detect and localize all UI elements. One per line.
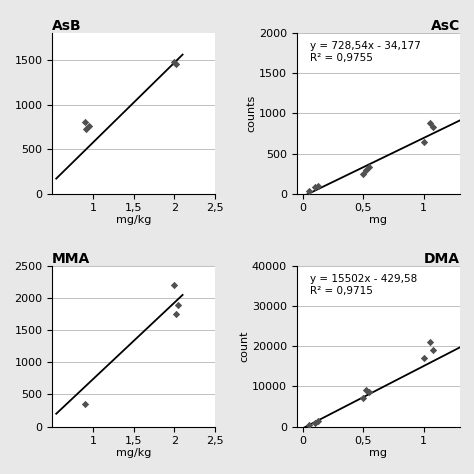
Point [81, 118, 89, 126]
X-axis label: mg: mg [369, 215, 387, 225]
Point [172, 61, 180, 68]
Point [305, 421, 312, 429]
Point [85, 122, 92, 130]
Text: MMA: MMA [52, 252, 91, 266]
Point [315, 417, 322, 424]
Point [311, 183, 319, 191]
Point [365, 164, 373, 171]
Text: AsB: AsB [52, 19, 82, 33]
Point [420, 138, 428, 146]
Text: y = 728,54x - 34,177
R² = 0,9755: y = 728,54x - 34,177 R² = 0,9755 [310, 41, 420, 63]
Point [426, 338, 433, 346]
Point [82, 125, 90, 132]
Point [311, 419, 319, 427]
Point [172, 310, 180, 318]
Point [359, 171, 367, 178]
Point [365, 389, 373, 396]
Point [429, 123, 437, 131]
X-axis label: mg/kg: mg/kg [116, 215, 151, 225]
Y-axis label: counts: counts [246, 95, 256, 132]
Text: y = 15502x - 429,58
R² = 0,9715: y = 15502x - 429,58 R² = 0,9715 [310, 274, 417, 296]
Point [174, 301, 182, 309]
Point [171, 58, 178, 65]
Point [305, 188, 312, 195]
Point [171, 282, 178, 289]
Point [315, 182, 322, 190]
X-axis label: mg: mg [369, 448, 387, 458]
Point [362, 387, 369, 394]
Y-axis label: count: count [239, 330, 249, 362]
Text: DMA: DMA [424, 252, 460, 266]
Point [420, 355, 428, 362]
Point [362, 166, 369, 173]
X-axis label: mg/kg: mg/kg [116, 448, 151, 458]
Point [429, 346, 437, 354]
Point [81, 401, 89, 408]
Text: AsC: AsC [430, 19, 460, 33]
Point [426, 119, 433, 127]
Point [359, 395, 367, 402]
